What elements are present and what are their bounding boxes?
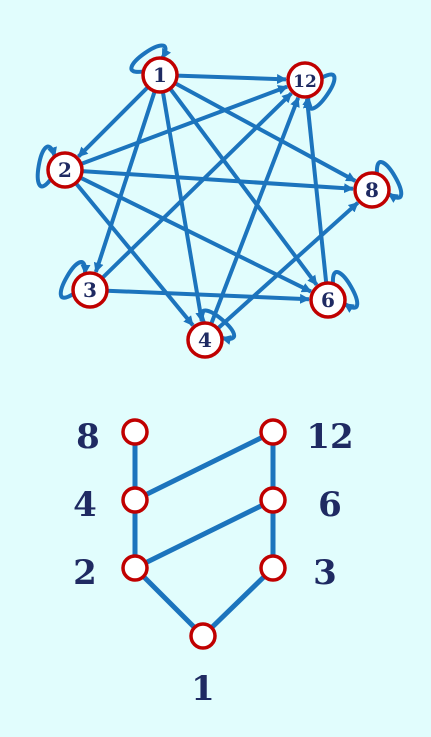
edge-2-to-6	[79, 175, 312, 294]
self-loop-3	[58, 260, 91, 300]
graph-node-label: 12	[293, 72, 317, 92]
hasse-node-circle	[259, 486, 287, 514]
graph-node-label: 6	[321, 288, 335, 312]
graph-node-6: 6	[309, 281, 347, 319]
hasse-diagram-nodes: 12 34 68 12	[73, 417, 354, 709]
self-loop-2	[35, 144, 57, 189]
graph-node-12: 12	[286, 61, 324, 99]
hasse-node-circle	[121, 554, 149, 582]
graph-node-circle	[309, 281, 347, 319]
directed-graph-edges	[74, 73, 360, 331]
hasse-node-circle	[189, 622, 217, 650]
hasse-node-circle	[121, 486, 149, 514]
hasse-node-8: 8	[76, 417, 149, 457]
edge-2-to-12	[80, 84, 289, 166]
graph-node-label: 3	[83, 278, 97, 302]
edge-1-to-3	[93, 90, 157, 273]
graph-node-label: 2	[58, 158, 72, 182]
self-loop-6	[330, 270, 360, 313]
graph-node-label: 1	[153, 63, 167, 87]
hasse-node-label: 1	[191, 669, 215, 709]
hasse-node-circle	[259, 554, 287, 582]
edge-2-to-8	[81, 169, 355, 194]
edge-4-to-12	[209, 96, 301, 325]
hasse-node-6: 6	[259, 485, 342, 525]
self-loop-8	[374, 160, 404, 203]
hasse-edge-4-12	[133, 429, 275, 503]
graph-node-2: 2	[46, 151, 84, 189]
graph-node-circle	[286, 61, 324, 99]
graph-node-8: 8	[353, 171, 391, 209]
hasse-node-circle	[259, 418, 287, 446]
hasse-node-12: 12	[259, 417, 354, 457]
edge-3-to-6	[106, 288, 311, 304]
hasse-edge-2-6	[133, 497, 275, 571]
hasse-edge-1-2	[133, 566, 205, 638]
graph-node-circle	[46, 151, 84, 189]
hasse-node-circle	[121, 418, 149, 446]
hasse-node-label: 3	[313, 553, 337, 593]
graph-node-1: 1	[141, 56, 179, 94]
hasse-node-3: 3	[259, 553, 337, 593]
hasse-node-label: 2	[73, 553, 97, 593]
graph-node-label: 4	[198, 328, 212, 352]
graph-node-circle	[353, 171, 391, 209]
edge-6-to-12	[302, 97, 329, 284]
edge-1-to-12	[176, 73, 288, 85]
graph-node-4: 4	[186, 321, 224, 359]
hasse-node-label: 4	[73, 485, 97, 525]
hasse-node-label: 8	[76, 417, 100, 457]
hasse-node-2: 2	[73, 553, 149, 593]
self-loop-1	[129, 43, 171, 74]
graph-node-3: 3	[71, 271, 109, 309]
edge-3-to-12	[100, 91, 293, 280]
graph-node-label: 8	[365, 178, 379, 202]
graph-node-circle	[141, 56, 179, 94]
edge-4-to-8	[216, 201, 360, 331]
hasse-node-label: 12	[306, 417, 353, 457]
edge-1-to-8	[173, 81, 357, 183]
hasse-edge-1-3	[201, 566, 275, 638]
hasse-node-4: 4	[73, 485, 149, 525]
edge-1-to-2	[77, 85, 150, 158]
edge-2-to-4	[74, 181, 195, 327]
hasse-diagram-edges	[132, 429, 276, 638]
graph-node-circle	[71, 271, 109, 309]
graph-node-circle	[186, 321, 224, 359]
hasse-node-1: 1	[189, 622, 217, 709]
hasse-node-label: 6	[318, 485, 342, 525]
